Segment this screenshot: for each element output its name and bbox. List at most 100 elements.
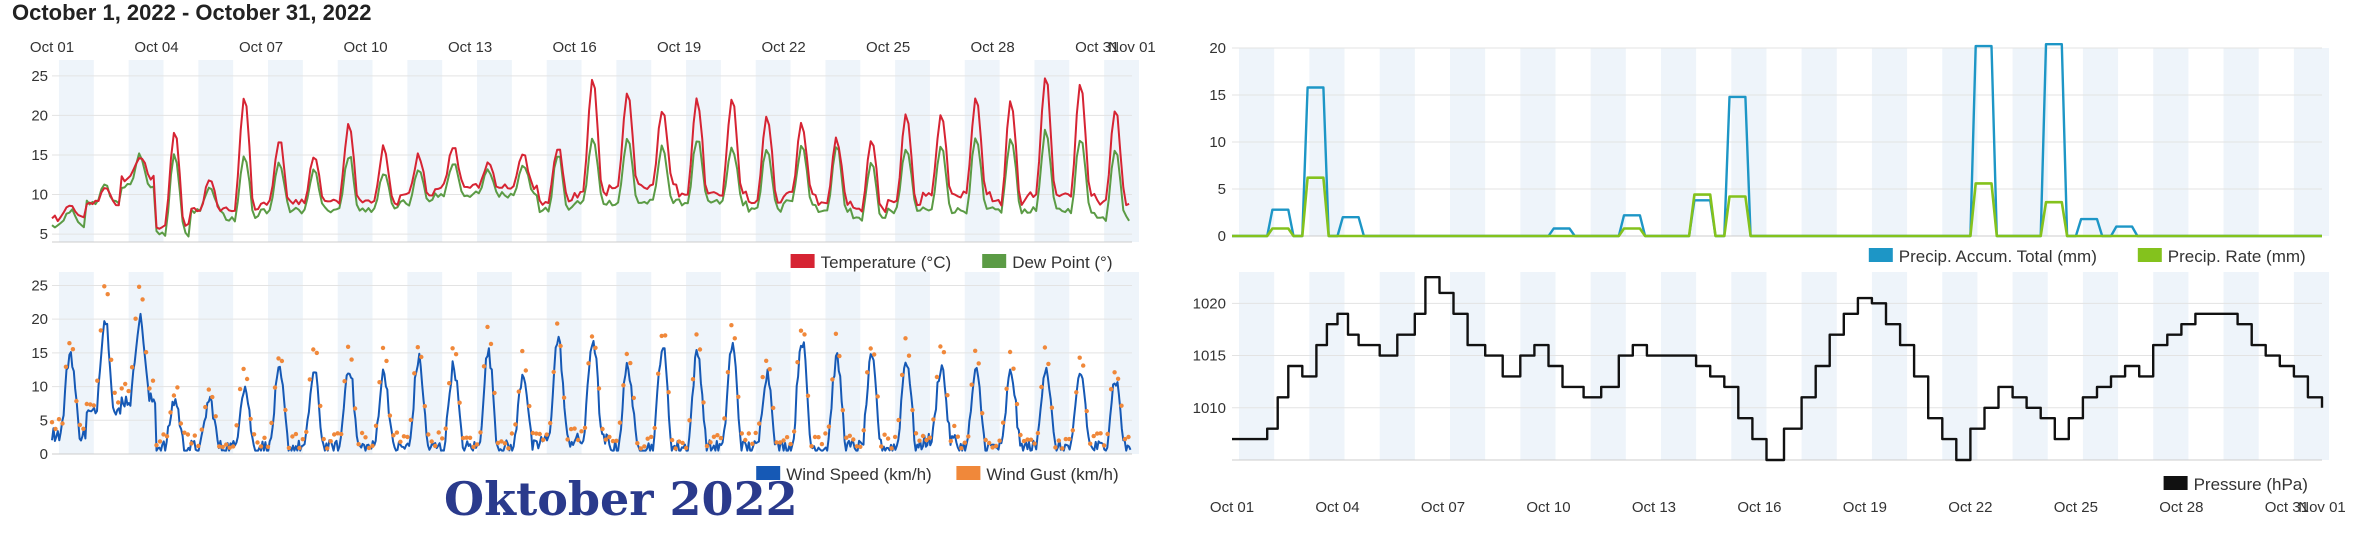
- wind-gust-point: [300, 437, 305, 442]
- wind-gust-point: [1000, 420, 1006, 425]
- wind-gust-point: [1018, 432, 1023, 438]
- pressure-day-band: [1309, 272, 1345, 460]
- wind-gust-point: [924, 437, 929, 443]
- wind-gust-point: [676, 439, 682, 444]
- precip-y-tick-label: 10: [1209, 134, 1226, 151]
- wind-gust-point: [60, 421, 65, 426]
- temp-legend-label: Dew Point (°): [1012, 253, 1112, 272]
- wind-gust-point: [123, 381, 128, 387]
- wind-gust-point: [1115, 376, 1121, 381]
- temp-day-band: [477, 60, 512, 242]
- wind-day-band: [546, 272, 582, 454]
- wind-gust-point: [440, 436, 445, 441]
- wind-gust-point: [509, 431, 515, 436]
- wind-gust-point: [394, 430, 400, 435]
- wind-gust-point: [307, 377, 312, 382]
- wind-gust-point: [819, 441, 825, 447]
- pressure-y-tick-label: 1020: [1193, 295, 1226, 312]
- wind-gust-point: [495, 440, 501, 446]
- wind-gust-point: [568, 426, 574, 432]
- wind-gust-point: [805, 393, 811, 398]
- precip-y-tick-label: 0: [1218, 228, 1226, 245]
- pressure-legend-label: Pressure (hPa): [2194, 475, 2308, 494]
- wind-gust-point: [258, 444, 264, 449]
- wind-gust-point: [269, 420, 274, 426]
- wind-gust-point: [478, 430, 483, 435]
- wind-gust-point: [1074, 390, 1079, 395]
- wind-gust-point: [408, 417, 413, 423]
- wind-gust-point: [366, 445, 372, 451]
- pressure-day-band: [1660, 272, 1697, 460]
- wind-gust-point: [485, 324, 490, 330]
- wind-gust-point: [415, 345, 420, 350]
- wind-gust-point: [105, 292, 110, 297]
- wind-gust-point: [175, 385, 180, 390]
- wind-gust-point: [339, 431, 344, 437]
- wind-gust-point: [436, 430, 441, 435]
- wind-gust-point: [729, 323, 734, 328]
- pressure-x-tick-label: Nov 01: [2298, 499, 2346, 516]
- pressure-day-band: [1942, 272, 1978, 460]
- temp-day-band: [268, 60, 303, 242]
- wind-gust-point: [666, 390, 671, 395]
- wind-gust-point: [847, 433, 852, 438]
- wind-gust-point: [791, 429, 797, 434]
- wind-gust-point: [63, 364, 69, 369]
- wind-gust-point: [879, 444, 884, 449]
- wind-gust-point: [154, 443, 159, 448]
- wind-gust-point: [56, 417, 62, 422]
- wind-gust-point: [1035, 430, 1041, 436]
- wind-gust-point: [774, 440, 779, 445]
- precip-series-rate: [1232, 176, 2322, 238]
- wind-gust-point: [457, 400, 462, 405]
- wind-gust-point: [586, 361, 591, 366]
- wind-gust-point: [750, 441, 755, 446]
- temp-day-band: [1104, 60, 1139, 242]
- pressure-day-band: [1731, 272, 1767, 460]
- wind-gust-point: [116, 400, 121, 405]
- wind-gust-point: [837, 353, 842, 359]
- wind-gust-point: [248, 416, 253, 422]
- wind-gust-point: [196, 443, 201, 449]
- wind-gust-point: [1108, 387, 1114, 392]
- temp-x-tick-label: Oct 22: [762, 39, 806, 56]
- wind-gust-point: [875, 394, 880, 399]
- pressure-x-tick-label: Oct 19: [1843, 499, 1887, 516]
- wind-gust-point: [927, 435, 933, 440]
- wind-gust-point: [426, 432, 431, 437]
- wind-gust-point: [119, 386, 124, 391]
- wind-gust-point: [523, 368, 528, 373]
- wind-gust-point: [872, 352, 877, 357]
- wind-gust-point: [98, 328, 104, 333]
- wind-gust-point: [534, 431, 539, 436]
- wind-gust-point: [607, 434, 612, 440]
- wind-gust-point: [398, 439, 403, 444]
- wind-day-band: [58, 272, 94, 454]
- wind-gust-point: [189, 441, 194, 446]
- wind-gust-point: [1053, 445, 1058, 450]
- wind-gust-point: [746, 431, 751, 436]
- wind-gust-point: [1070, 428, 1076, 433]
- wind-gust-point: [419, 354, 424, 360]
- wind-gust-point: [680, 440, 685, 446]
- wind-day-band: [1034, 272, 1070, 454]
- wind-gust-point: [865, 370, 870, 375]
- wind-gust-point: [781, 438, 786, 443]
- temp-x-tick-label: Oct 25: [866, 39, 910, 56]
- wind-gust-point: [171, 393, 177, 398]
- wind-gust-point: [231, 444, 236, 449]
- wind-gust-point: [283, 407, 288, 413]
- wind-gust-point: [760, 374, 765, 380]
- temp-legend-swatch: [982, 254, 1007, 268]
- wind-gust-point: [332, 432, 337, 437]
- wind-gust-point: [433, 443, 438, 449]
- wind-gust-point: [777, 440, 783, 445]
- pressure-x-tick-label: Oct 25: [2054, 499, 2098, 516]
- wind-gust-point: [649, 434, 654, 440]
- wind-gust-point: [391, 433, 396, 438]
- wind-gust-point: [447, 381, 452, 386]
- wind-gust-point: [349, 357, 354, 362]
- wind-gust-point: [725, 370, 731, 375]
- wind-gust-point: [279, 358, 285, 364]
- wind-gust-point: [380, 345, 386, 351]
